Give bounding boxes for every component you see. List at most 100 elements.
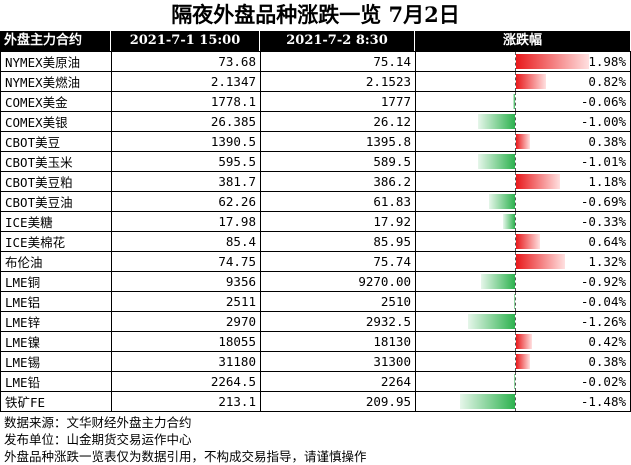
prev-price: 31180 (111, 351, 261, 372)
prev-price: 381.7 (111, 171, 261, 192)
zero-axis (515, 252, 516, 271)
table-row: LME铝 2511 2510 -0.04% (0, 291, 631, 312)
change-cell: -0.02% (415, 371, 631, 392)
change-bar (478, 114, 515, 129)
page-title: 隔夜外盘品种涨跌一览 7月2日 (171, 2, 460, 27)
change-cell: -0.92% (415, 271, 631, 292)
curr-price: 85.95 (260, 231, 416, 252)
zero-axis (515, 192, 516, 211)
curr-price: 2264 (260, 371, 416, 392)
curr-price: 18130 (260, 331, 416, 352)
change-bar (516, 354, 531, 369)
curr-price: 209.95 (260, 391, 416, 412)
table-row: COMEX美银 26.385 26.12 -1.00% (0, 111, 631, 132)
footer-source: 数据来源：文华财经外盘主力合约 (4, 415, 192, 430)
curr-price: 75.14 (260, 51, 416, 72)
curr-price: 9270.00 (260, 271, 416, 292)
prev-price: 213.1 (111, 391, 261, 412)
change-pct: 0.82% (588, 74, 626, 89)
change-pct: -1.00% (580, 114, 626, 129)
prev-price: 85.4 (111, 231, 261, 252)
zero-axis (515, 212, 516, 231)
quotes-table: NYMEX美原油 73.68 75.14 1.98% NYMEX美燃油 2.1347 2.1… (0, 51, 631, 412)
change-cell: -1.00% (415, 111, 631, 132)
contract-name: LME铅 (0, 371, 112, 392)
contract-name: CBOT美豆粕 (0, 171, 112, 192)
change-cell: 0.38% (415, 351, 631, 372)
table-row: LME铅 2264.5 2264 -0.02% (0, 371, 631, 392)
table-row: NYMEX美燃油 2.1347 2.1523 0.82% (0, 71, 631, 92)
change-bar (502, 214, 515, 229)
change-cell: 1.32% (415, 251, 631, 272)
zero-axis (515, 52, 516, 71)
table-row: 布伦油 74.75 75.74 1.32% (0, 251, 631, 272)
curr-price: 2932.5 (260, 311, 416, 332)
table-row: LME锌 2970 2932.5 -1.26% (0, 311, 631, 332)
table-row: NYMEX美原油 73.68 75.14 1.98% (0, 51, 631, 72)
contract-name: 铁矿FE (0, 391, 112, 412)
footer-publisher: 发布单位：山金期货交易运作中心 (4, 432, 192, 447)
change-pct: -0.02% (580, 374, 626, 389)
curr-price: 61.83 (260, 191, 416, 212)
change-bar (516, 74, 547, 89)
contract-name: 布伦油 (0, 251, 112, 272)
change-pct: -0.69% (580, 194, 626, 209)
footer-disclaimer: 外盘品种涨跌一览表仅为数据引用，不构成交易指导，请谨慎操作 (4, 449, 367, 464)
change-pct: -1.26% (580, 314, 626, 329)
change-pct: -1.01% (580, 154, 626, 169)
change-pct: -1.48% (580, 394, 626, 409)
contract-name: NYMEX美原油 (0, 51, 112, 72)
change-cell: -1.48% (415, 391, 631, 412)
table-row: LME镍 18055 18130 0.42% (0, 331, 631, 352)
zero-axis (515, 272, 516, 291)
change-cell: 0.82% (415, 71, 631, 92)
change-bar (460, 394, 515, 409)
prev-price: 2264.5 (111, 371, 261, 392)
contract-name: LME铝 (0, 291, 112, 312)
change-cell: 0.64% (415, 231, 631, 252)
change-pct: -0.33% (580, 214, 626, 229)
curr-price: 75.74 (260, 251, 416, 272)
table-row: COMEX美金 1778.1 1777 -0.06% (0, 91, 631, 112)
change-pct: -0.04% (580, 294, 626, 309)
table-row: LME锡 31180 31300 0.38% (0, 351, 631, 372)
curr-price: 386.2 (260, 171, 416, 192)
change-cell: -1.26% (415, 311, 631, 332)
header-contract-name: 外盘主力合约 (0, 31, 110, 51)
prev-price: 62.26 (111, 191, 261, 212)
change-cell: -0.04% (415, 291, 631, 312)
zero-axis (515, 132, 516, 151)
zero-axis (515, 112, 516, 131)
prev-price: 2.1347 (111, 71, 261, 92)
zero-axis (515, 372, 516, 391)
table-row: 铁矿FE 213.1 209.95 -1.48% (0, 391, 631, 412)
change-bar (480, 274, 515, 289)
contract-name: LME镍 (0, 331, 112, 352)
zero-axis (515, 352, 516, 371)
change-bar (513, 294, 515, 309)
change-bar (516, 174, 560, 189)
zero-axis (515, 92, 516, 111)
contract-name: ICE美糖 (0, 211, 112, 232)
table-row: CBOT美豆粕 381.7 386.2 1.18% (0, 171, 631, 192)
change-bar (516, 54, 590, 69)
prev-price: 17.98 (111, 211, 261, 232)
curr-price: 26.12 (260, 111, 416, 132)
header-change-pct: 涨跌幅 (415, 31, 630, 51)
table-row: CBOT美玉米 595.5 589.5 -1.01% (0, 151, 631, 172)
change-cell: 0.38% (415, 131, 631, 152)
change-bar (477, 154, 515, 169)
change-cell: -0.33% (415, 211, 631, 232)
table-row: ICE美糖 17.98 17.92 -0.33% (0, 211, 631, 232)
change-cell: -1.01% (415, 151, 631, 172)
curr-price: 31300 (260, 351, 416, 372)
zero-axis (515, 332, 516, 351)
contract-name: CBOT美豆 (0, 131, 112, 152)
contract-name: CBOT美豆油 (0, 191, 112, 212)
change-cell: 1.98% (415, 51, 631, 72)
curr-price: 1395.8 (260, 131, 416, 152)
table-row: CBOT美豆油 62.26 61.83 -0.69% (0, 191, 631, 212)
change-bar (489, 194, 515, 209)
change-cell: -0.69% (415, 191, 631, 212)
table-row: LME铜 9356 9270.00 -0.92% (0, 271, 631, 292)
